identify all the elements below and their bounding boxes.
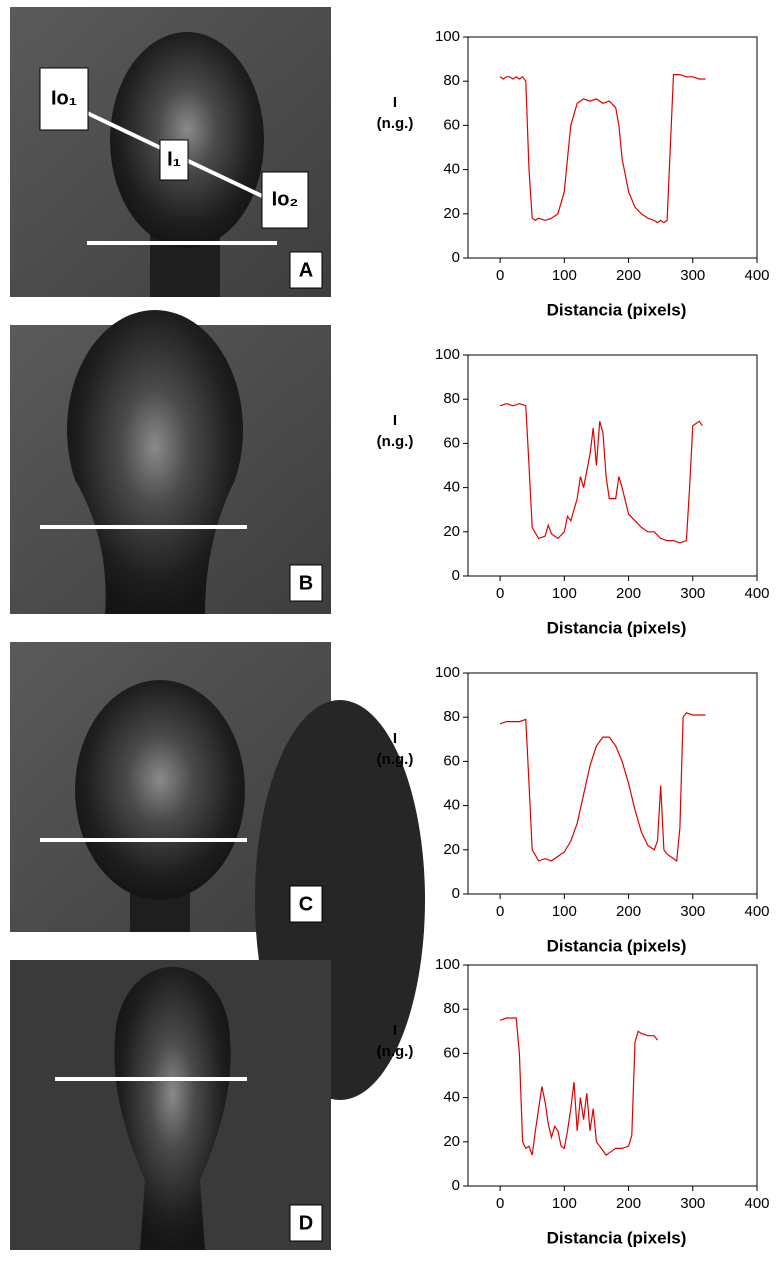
- panel-label: C: [299, 893, 313, 915]
- photo-a: [10, 7, 331, 297]
- y-axis-label: (n.g.): [377, 1043, 414, 1060]
- y-tick-label: 100: [435, 664, 460, 681]
- panel-label: A: [299, 259, 313, 281]
- x-tick-label: 100: [552, 903, 577, 920]
- x-axis-label: Distancia (pixels): [547, 618, 687, 637]
- x-tick-label: 0: [496, 267, 504, 284]
- y-tick-label: 20: [443, 523, 460, 540]
- x-tick-label: 100: [552, 267, 577, 284]
- y-tick-label: 80: [443, 72, 460, 89]
- x-tick-label: 400: [744, 585, 769, 602]
- x-tick-label: 300: [680, 903, 705, 920]
- plot-frame: [467, 672, 758, 895]
- y-tick-label: 60: [443, 434, 460, 451]
- y-tick-label: 80: [443, 708, 460, 725]
- x-axis-label: Distancia (pixels): [547, 1228, 687, 1247]
- x-tick-label: 300: [680, 585, 705, 602]
- y-tick-label: 80: [443, 1000, 460, 1017]
- plot-frame: [467, 354, 758, 577]
- y-axis-label: I: [393, 94, 397, 111]
- x-tick-label: 100: [552, 585, 577, 602]
- plot-frame: [467, 36, 758, 259]
- y-tick-label: 60: [443, 752, 460, 769]
- data-line: [499, 402, 703, 544]
- x-tick-label: 0: [496, 585, 504, 602]
- annotation: I₁: [167, 148, 181, 170]
- x-tick-label: 200: [616, 267, 641, 284]
- annotation: Io₂: [272, 188, 299, 210]
- x-tick-label: 400: [744, 267, 769, 284]
- x-tick-label: 200: [616, 1195, 641, 1212]
- y-tick-label: 60: [443, 1044, 460, 1061]
- y-axis-label: I: [393, 412, 397, 429]
- y-tick-label: 40: [443, 161, 460, 178]
- y-tick-label: 0: [452, 1177, 460, 1194]
- y-axis-label: (n.g.): [377, 751, 414, 768]
- y-tick-label: 100: [435, 956, 460, 973]
- photo-d: [10, 960, 331, 1250]
- plot-frame: [467, 964, 758, 1187]
- y-axis-label: (n.g.): [377, 433, 414, 450]
- x-axis-label: Distancia (pixels): [547, 936, 687, 955]
- y-tick-label: 80: [443, 390, 460, 407]
- photo-b: [10, 310, 331, 614]
- data-line: [499, 712, 706, 862]
- y-tick-label: 20: [443, 1133, 460, 1150]
- y-tick-label: 0: [452, 567, 460, 584]
- annotation: Io₁: [51, 87, 77, 109]
- x-tick-label: 400: [744, 1195, 769, 1212]
- y-tick-label: 100: [435, 346, 460, 363]
- y-tick-label: 0: [452, 249, 460, 266]
- y-axis-label: (n.g.): [377, 115, 414, 132]
- y-tick-label: 100: [435, 28, 460, 45]
- y-axis-label: I: [393, 730, 397, 747]
- y-tick-label: 0: [452, 885, 460, 902]
- y-tick-label: 20: [443, 205, 460, 222]
- x-tick-label: 0: [496, 903, 504, 920]
- y-tick-label: 40: [443, 1089, 460, 1106]
- panel-label: D: [299, 1212, 313, 1234]
- x-tick-label: 300: [680, 1195, 705, 1212]
- x-tick-label: 200: [616, 903, 641, 920]
- x-tick-label: 300: [680, 267, 705, 284]
- y-tick-label: 60: [443, 116, 460, 133]
- data-line: [499, 1017, 658, 1156]
- data-line: [499, 74, 706, 224]
- y-tick-label: 40: [443, 797, 460, 814]
- y-tick-label: 20: [443, 841, 460, 858]
- x-axis-label: Distancia (pixels): [547, 300, 687, 319]
- x-tick-label: 100: [552, 1195, 577, 1212]
- y-tick-label: 40: [443, 479, 460, 496]
- x-tick-label: 200: [616, 585, 641, 602]
- x-tick-label: 0: [496, 1195, 504, 1212]
- x-tick-label: 400: [744, 903, 769, 920]
- panel-label: B: [299, 572, 313, 594]
- y-axis-label: I: [393, 1022, 397, 1039]
